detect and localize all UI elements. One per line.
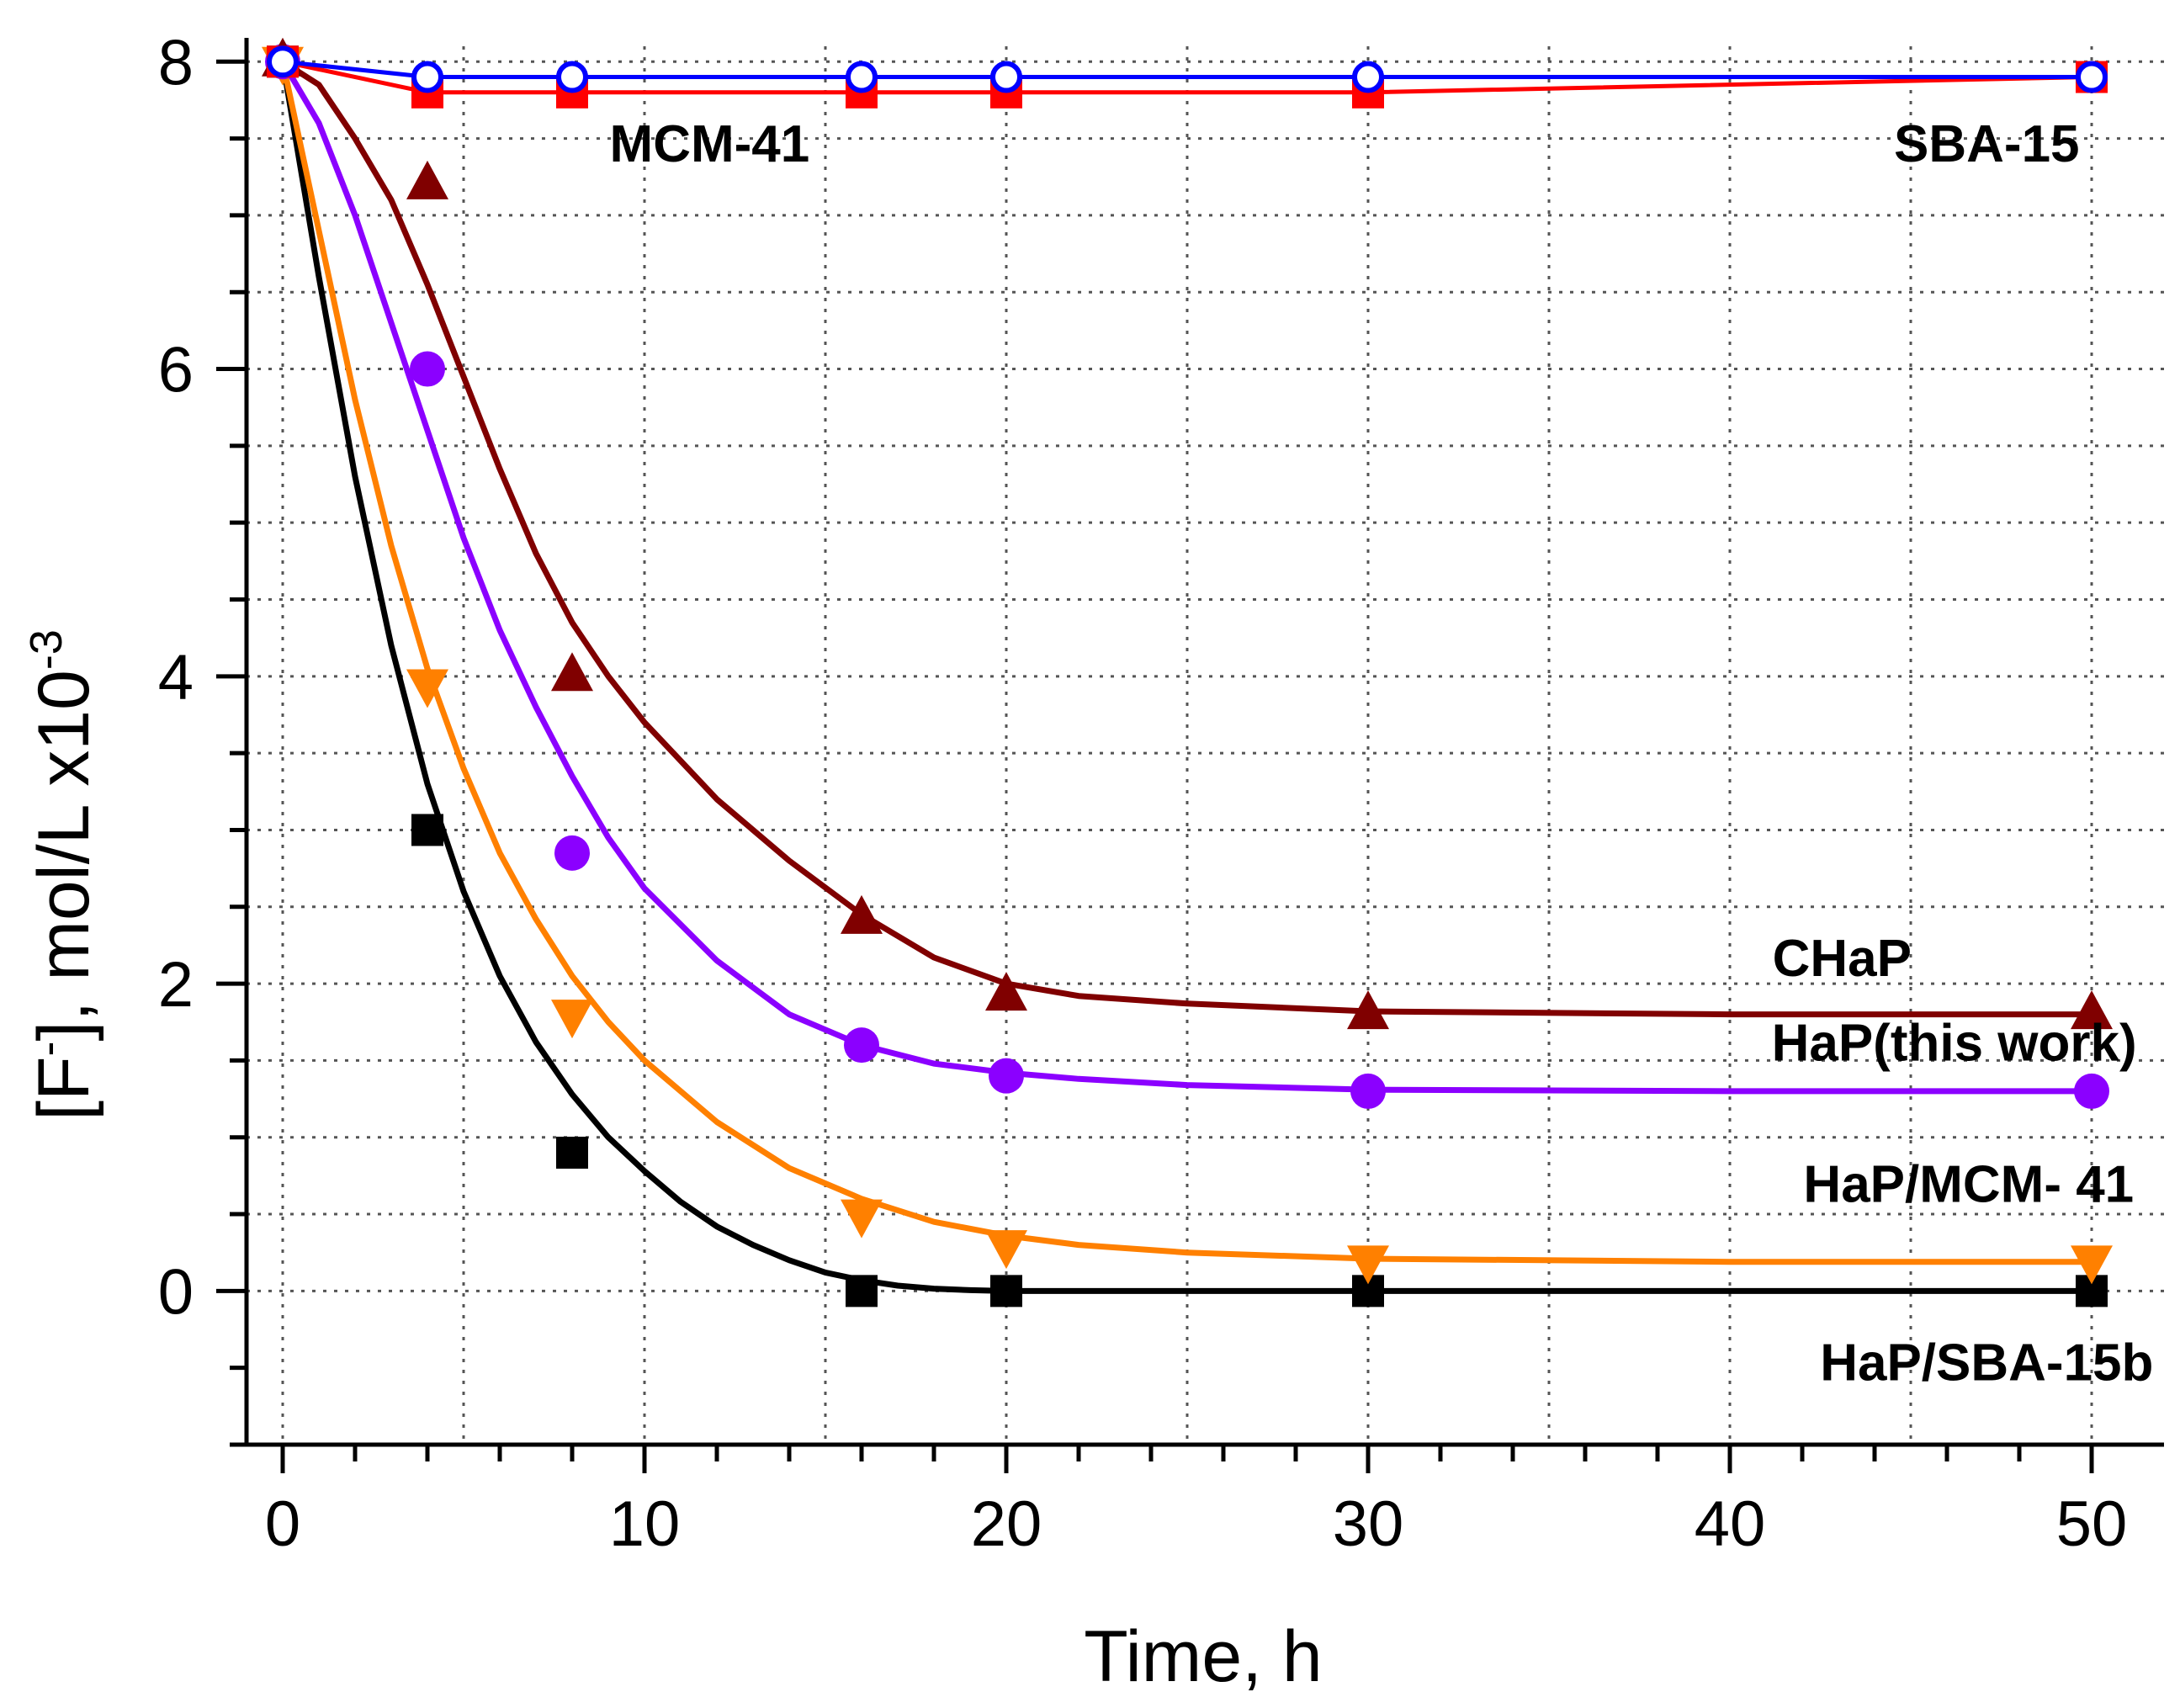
series-layer — [262, 37, 2113, 1308]
y-tick-label: 6 — [158, 335, 194, 406]
series-label: HaP(this work) — [1772, 1014, 2137, 1072]
circle-marker — [410, 351, 445, 387]
open-circle-marker — [411, 61, 443, 93]
x-tick-label: 30 — [1333, 1488, 1404, 1560]
series-label: CHaP — [1773, 930, 1912, 988]
circle-marker — [844, 1027, 879, 1064]
y-axis-title-exponent: -3 — [21, 629, 72, 670]
fit-curve-hap-mcm-41 — [279, 58, 2095, 1265]
square-marker — [990, 1275, 1022, 1308]
x-tick-label: 0 — [265, 1488, 300, 1560]
open-circle-marker — [990, 61, 1022, 93]
series-sba-15 — [267, 45, 2108, 93]
triangle-down-marker — [406, 669, 448, 708]
fit-curve-hap-this-work — [279, 58, 2095, 1095]
series-annotations: MCM-41 SBA-15 CHaP HaP(this work) HaP/MCM- 4… — [610, 115, 2154, 1392]
open-circle-marker — [267, 45, 299, 78]
circle-marker — [989, 1058, 1024, 1094]
y-tick-label: 8 — [158, 27, 194, 98]
triangle-up-marker — [1347, 990, 1389, 1030]
triangle-down-marker — [1347, 1245, 1389, 1285]
y-axis-title-charge: - — [23, 1041, 73, 1056]
open-circle-marker — [846, 61, 878, 93]
circle-marker — [554, 835, 590, 871]
x-tick-label: 20 — [971, 1488, 1042, 1560]
y-axis-title-prefix: [F — [24, 1056, 104, 1120]
x-axis-title: Time, h — [1084, 1616, 1323, 1697]
series-label: SBA-15 — [1894, 115, 2080, 173]
x-tick-label: 50 — [2056, 1488, 2128, 1560]
triangle-up-marker — [406, 160, 448, 199]
y-axis-title: [F-], mol/L x10-3 — [21, 629, 104, 1121]
fit-curve-chap — [279, 58, 2095, 1018]
circle-marker — [2074, 1073, 2109, 1109]
y-tick-label: 0 — [158, 1256, 194, 1328]
triangle-down-marker — [985, 1230, 1027, 1270]
x-tick-label: 10 — [609, 1488, 681, 1560]
triangle-down-marker — [551, 1000, 593, 1039]
gridlines — [247, 46, 2164, 1445]
triangle-up-marker — [2071, 990, 2113, 1030]
open-circle-marker — [1352, 61, 1384, 93]
axes-layer: 0 10 20 30 40 50 0 2 4 6 8 — [158, 27, 2164, 1560]
triangle-down-marker — [2071, 1245, 2113, 1285]
series-label: HaP/MCM- 41 — [1803, 1155, 2134, 1213]
series-label: MCM-41 — [610, 115, 810, 173]
y-axis-title-middle: ], mol/L x10 — [24, 670, 104, 1041]
triangle-up-marker — [985, 972, 1027, 1011]
square-marker — [411, 814, 443, 846]
triangle-up-marker — [551, 652, 593, 692]
x-tick-label: 40 — [1695, 1488, 1766, 1560]
y-tick-label: 4 — [158, 642, 194, 713]
triangle-up-marker — [841, 894, 883, 934]
open-circle-marker — [556, 61, 588, 93]
triangle-down-marker — [841, 1199, 883, 1239]
square-marker — [556, 1136, 588, 1169]
y-tick-label: 2 — [158, 949, 194, 1021]
open-circle-marker — [2076, 61, 2108, 93]
series-label: HaP/SBA-15b — [1820, 1334, 2153, 1392]
square-marker — [846, 1275, 878, 1308]
circle-marker — [1350, 1073, 1386, 1109]
